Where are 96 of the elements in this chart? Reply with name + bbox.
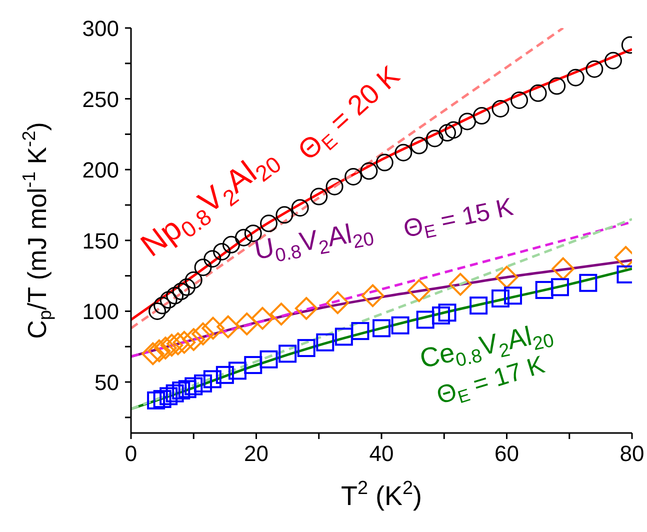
y-tick-label: 50	[94, 370, 119, 396]
point	[579, 274, 598, 292]
point	[166, 332, 190, 356]
point	[449, 272, 472, 296]
text: U$_{0.8}$V$_{2}$Al$_{20}$	[252, 218, 376, 266]
point	[216, 315, 240, 338]
point	[326, 291, 350, 314]
point	[548, 77, 566, 95]
y-tick-label: 200	[82, 158, 119, 183]
point	[182, 328, 206, 351]
point	[294, 296, 318, 320]
point	[166, 286, 184, 304]
point	[394, 144, 412, 162]
point	[270, 302, 293, 326]
point	[192, 322, 214, 346]
point	[438, 304, 456, 322]
point	[552, 257, 575, 280]
x-axis-title: T$^{2}$ (K$^{2}$)	[340, 478, 422, 511]
point	[260, 350, 278, 368]
point	[416, 310, 434, 329]
point	[408, 279, 430, 302]
point	[310, 188, 328, 206]
point	[202, 316, 224, 340]
point	[142, 342, 164, 366]
point	[372, 319, 390, 338]
point	[291, 199, 309, 217]
point	[316, 333, 334, 352]
y-tick-label: 300	[82, 16, 119, 41]
point	[160, 387, 178, 406]
point	[178, 278, 196, 296]
point	[438, 124, 456, 142]
point	[148, 302, 166, 320]
point	[535, 280, 554, 299]
x-tick-label: 80	[620, 441, 644, 466]
point	[326, 178, 344, 196]
point	[344, 168, 362, 186]
point	[166, 384, 184, 402]
point	[244, 356, 262, 374]
point	[426, 130, 444, 148]
point	[154, 336, 177, 360]
point	[184, 377, 203, 396]
point	[604, 52, 622, 70]
point	[472, 107, 490, 125]
point	[172, 282, 190, 300]
point	[147, 391, 166, 410]
point	[235, 312, 258, 336]
point	[204, 250, 222, 268]
point	[492, 100, 510, 118]
point	[154, 296, 172, 314]
x-tick-label: 40	[369, 441, 394, 466]
point	[376, 154, 394, 172]
x-tick-label: 20	[244, 441, 268, 466]
point	[391, 316, 410, 334]
point	[297, 339, 316, 358]
point	[334, 328, 353, 346]
point	[234, 228, 252, 246]
point	[160, 291, 178, 309]
point	[148, 339, 171, 362]
point	[216, 366, 234, 384]
point	[172, 382, 190, 400]
point	[153, 390, 172, 408]
y-tick-label: 100	[82, 299, 119, 324]
point	[550, 278, 569, 296]
point	[184, 271, 202, 289]
point	[213, 242, 231, 260]
point	[194, 374, 212, 392]
point	[510, 91, 528, 109]
point	[470, 296, 488, 315]
point	[495, 266, 518, 289]
point	[222, 236, 240, 254]
point	[444, 121, 462, 139]
point	[361, 284, 384, 308]
point	[351, 322, 370, 340]
y-tick-label: 150	[82, 228, 119, 254]
point	[172, 330, 196, 354]
point	[491, 289, 510, 308]
point	[586, 60, 604, 78]
point	[160, 334, 184, 357]
point	[260, 214, 278, 232]
point	[360, 162, 378, 180]
point	[194, 258, 212, 276]
point	[178, 380, 196, 398]
x-tick-label: 60	[494, 441, 519, 466]
x-tick-label: 0	[124, 441, 138, 466]
point	[276, 206, 294, 224]
point	[529, 84, 547, 102]
point	[566, 68, 584, 86]
point	[203, 370, 222, 388]
point	[410, 136, 428, 154]
point	[228, 362, 246, 380]
point	[251, 306, 274, 330]
point	[504, 286, 522, 305]
y-tick-label: 250	[82, 86, 119, 112]
point	[458, 112, 476, 130]
point	[432, 306, 450, 324]
point	[278, 344, 297, 363]
